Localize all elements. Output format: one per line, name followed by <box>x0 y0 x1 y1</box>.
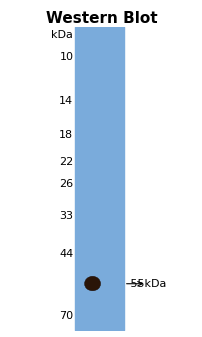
Text: 18: 18 <box>59 130 73 140</box>
Text: kDa: kDa <box>51 30 73 39</box>
Text: 70: 70 <box>59 311 73 321</box>
Ellipse shape <box>84 276 100 291</box>
Text: 10: 10 <box>59 52 73 62</box>
Text: 26: 26 <box>59 179 73 189</box>
Text: 44: 44 <box>59 249 73 259</box>
Title: Western Blot: Western Blot <box>45 11 157 26</box>
Text: 14: 14 <box>59 96 73 106</box>
Text: 55kDa: 55kDa <box>126 279 165 289</box>
Text: 22: 22 <box>59 157 73 167</box>
Text: 33: 33 <box>59 211 73 221</box>
